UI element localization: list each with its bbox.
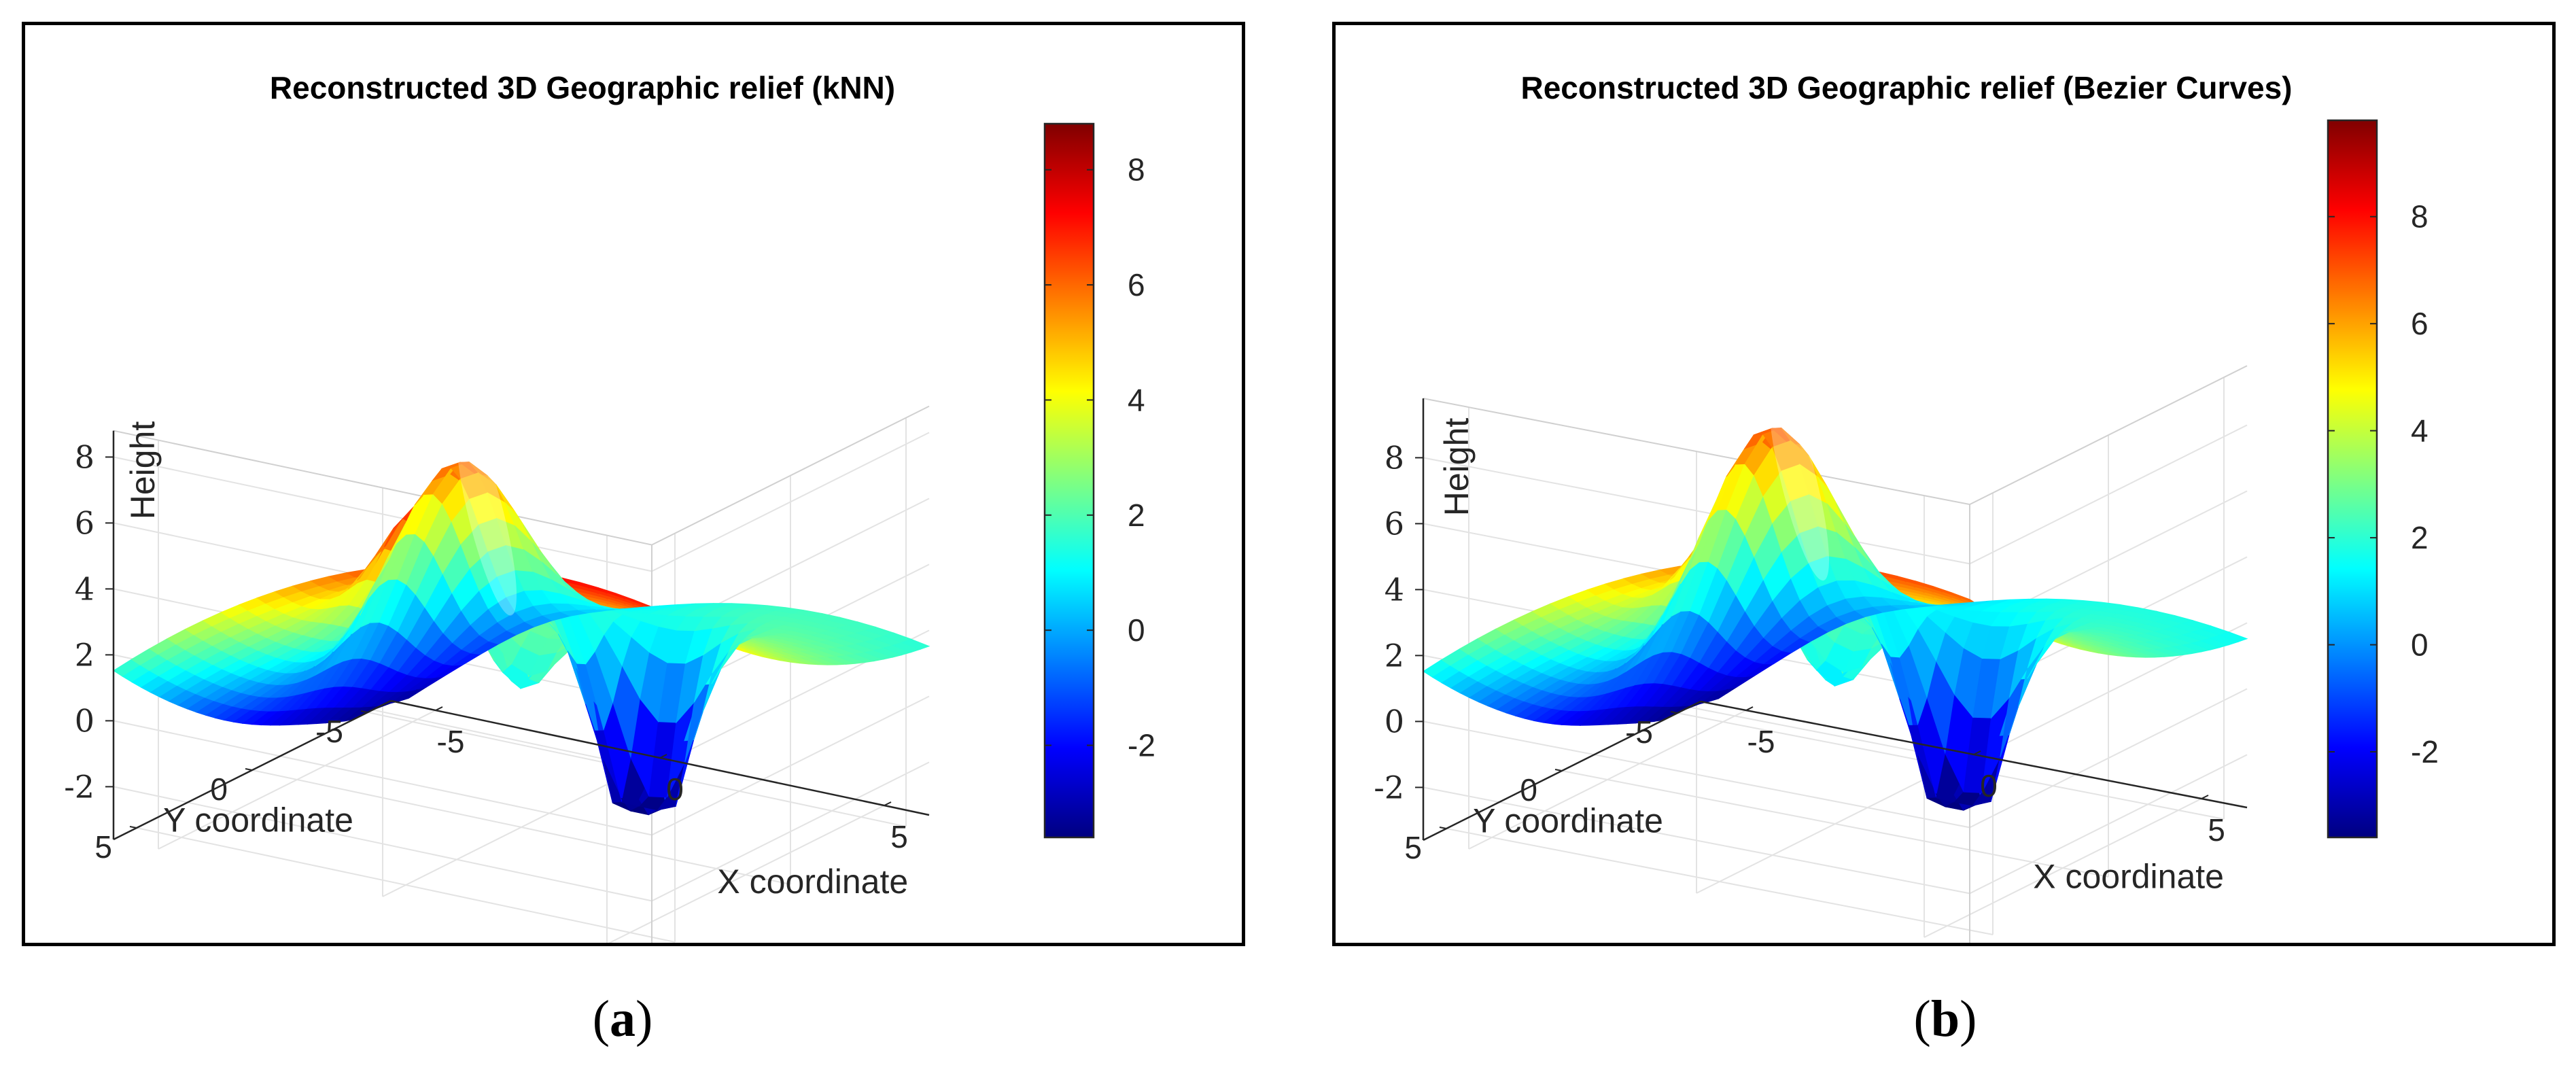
chartB-y-tick-label: -5	[1625, 714, 1653, 750]
chartA-y-tick-mark	[245, 768, 253, 771]
chartB-x-tick-label: 0	[1980, 768, 1998, 803]
chartA-y-tick-label: -5	[315, 714, 343, 749]
chartA-y-tick-label: 5	[94, 829, 112, 865]
chartA-z-tick-label: -2	[64, 768, 94, 805]
chartA-grid	[113, 405, 930, 943]
chartB-y-tick-mark	[1554, 769, 1563, 771]
chartB-y-tick-mark	[1439, 827, 1447, 829]
chartB-colorbar-tick-label: 0	[2411, 627, 2429, 663]
chartA-z-axis-label: Height	[124, 421, 162, 520]
figure-panel-b: -5 0 5 -5 0 5 -2 0 2 4 6 8 X coordinate Y coordinate H…	[1332, 22, 2556, 946]
chartA-colorbar-tick-label: 0	[1128, 612, 1145, 648]
chartB-z-tick-label: -2	[1374, 769, 1404, 805]
chartA-colorbar-tick-label: 4	[1128, 382, 1145, 417]
chartB-colorbar-tick-label: 8	[2411, 199, 2429, 235]
chartA-colorbar-tick-label: 8	[1128, 152, 1145, 188]
chartA-x-tick-label: 0	[666, 771, 684, 807]
chartB-y-tick-mark	[1670, 711, 1678, 714]
chartA-colorbar-tick-label: -2	[1128, 728, 1155, 763]
chartB-ridge-highlight	[1769, 382, 1829, 581]
chartB-z-tick-label: 2	[1385, 637, 1404, 674]
chartB-z-tick-label: 8	[1385, 439, 1404, 476]
chartA-z-tick-label: 6	[75, 504, 94, 541]
chartB-z-tick-label: 0	[1385, 703, 1404, 740]
chartA-x-tick-mark	[435, 706, 443, 711]
chartA-z-tick-label: 0	[75, 702, 94, 739]
chartA-x-tick-label: 5	[890, 819, 908, 854]
chartB-x-tick-mark	[1973, 750, 1981, 755]
chartA-x-axis-label: X coordinate	[717, 863, 908, 901]
chartB-surface	[1423, 382, 2248, 811]
chartA-y-tick-mark	[360, 710, 368, 713]
chartB-colorbar-tick-label: -2	[2411, 734, 2439, 769]
chartB-colorbar-tick-label: 2	[2411, 520, 2429, 555]
caption-b: (b)	[1913, 990, 1977, 1047]
chartB-z-tick-label: 4	[1385, 571, 1404, 608]
chartA-x-tick-mark	[659, 754, 667, 759]
chartB-title: Reconstructed 3D Geographic relief (Bezi…	[1521, 70, 2293, 105]
chartA-surface	[113, 417, 930, 816]
chartA-title: Reconstructed 3D Geographic relief (kNN)	[270, 70, 895, 105]
chartA-colorbar-tick-label: 2	[1128, 498, 1145, 533]
chartB-colorbar-tick-label: 6	[2411, 306, 2429, 341]
chartB-x-tick-mark	[2201, 795, 2209, 799]
chartA-x-tick-label: -5	[437, 724, 465, 759]
chartA-z-tick-label: 4	[75, 570, 94, 607]
figure-panel-a: -5 0 5 -5 0 5 -2 0 2 4 6 8 X coordinate Y coordinate H…	[22, 22, 1245, 946]
chartA-z-tick-label: 2	[75, 636, 94, 673]
chartB-x-axis-label: X coordinate	[2033, 857, 2224, 895]
chartB-x-tick-label: 5	[2208, 812, 2225, 848]
chartB-x-tick-mark	[1745, 706, 1754, 711]
chartB-x-tick-label: -5	[1747, 724, 1775, 759]
caption-a-letter: a	[610, 990, 636, 1047]
chartB-y-tick-label: 5	[1404, 830, 1422, 865]
chartA-z-tick-label: 8	[75, 438, 94, 475]
chartB-colorbar	[2327, 119, 2378, 839]
caption-a: (a)	[592, 990, 653, 1047]
chartA-colorbar	[1043, 122, 1095, 839]
chartB-y-tick-label: 0	[1520, 772, 1537, 808]
chartB-y-axis-label: Y coordinate	[1473, 802, 1663, 840]
chartA-y-tick-mark	[129, 826, 137, 829]
chartA-y-tick-label: 0	[210, 771, 228, 807]
chartA-colorbar-tick-label: 6	[1128, 267, 1145, 302]
chartA-ridge-highlight	[456, 417, 517, 616]
caption-b-letter: b	[1930, 990, 1960, 1047]
chartA-x-tick-mark	[884, 801, 892, 806]
chartA-y-axis-label: Y coordinate	[163, 801, 353, 839]
chartB-z-tick-label: 6	[1385, 505, 1404, 542]
chartB-colorbar-tick-label: 4	[2411, 413, 2429, 449]
chartB-z-axis-label: Height	[1438, 418, 1476, 517]
